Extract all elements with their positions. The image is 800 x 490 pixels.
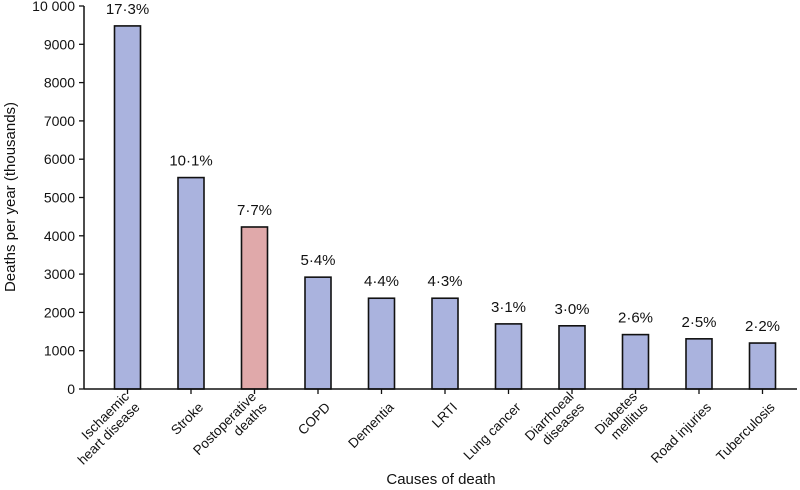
data-label: 2·5% — [681, 314, 716, 331]
bar — [113, 25, 142, 390]
data-label: 4·4% — [364, 273, 399, 290]
y-tick-label: 3000 — [44, 266, 75, 282]
y-tick-label: 0 — [67, 381, 75, 397]
x-tick-label: Dementia — [345, 399, 397, 451]
bar — [685, 338, 713, 390]
data-label: 5·4% — [300, 252, 335, 269]
x-axis: Ischaemicheart disease StrokePostoperativ… — [64, 388, 797, 469]
bar — [431, 297, 459, 390]
data-label: 10·1% — [169, 153, 212, 170]
data-label: 7·7% — [237, 202, 272, 219]
bar — [494, 323, 523, 390]
bar — [240, 226, 269, 390]
x-tick-label: Road injuries — [648, 399, 714, 465]
data-label: 2·2% — [745, 318, 780, 335]
y-tick-label: 8000 — [44, 75, 75, 91]
bar — [558, 325, 586, 390]
y-tick-label: 1000 — [44, 343, 75, 359]
x-tick-label: Stroke — [168, 400, 206, 438]
data-label: 3·1% — [491, 299, 526, 316]
x-tick-label: Lung cancer — [461, 399, 525, 463]
x-tick-label: Diabetesmellitus — [592, 389, 651, 448]
bar — [748, 342, 777, 390]
x-tick-label: Tuberculosis — [713, 399, 778, 464]
bar — [304, 276, 332, 390]
x-tick-label: Ischaemicheart disease — [64, 389, 143, 468]
y-tick-label: 4000 — [44, 228, 75, 244]
y-tick-label: 7000 — [44, 113, 75, 129]
y-tick-label: 2000 — [44, 304, 75, 320]
bar — [621, 333, 650, 390]
x-axis-title: Causes of death — [386, 471, 495, 488]
y-tick-label: 6000 — [44, 151, 75, 167]
data-label: 4·3% — [427, 273, 462, 290]
data-label: 3·0% — [554, 301, 589, 318]
bars-group: 17·3% 10·1% 7·7% 5·4% 4·4% 4·3% 3·1% 3·0% 2·6% 2·… — [106, 1, 780, 390]
y-axis-title: Deaths per year (thousands) — [2, 102, 19, 292]
y-tick-label: 5000 — [44, 190, 75, 206]
y-axis: 0 1000 2000 3000 4000 5000 6000 7000 8000 9000 10 … — [32, 0, 85, 397]
y-tick-label: 10 000 — [32, 0, 75, 14]
y-tick-label: 9000 — [44, 36, 75, 52]
data-label: 17·3% — [106, 1, 149, 18]
x-tick-label: Postoperativedeaths — [190, 389, 270, 469]
x-tick-label: LRTI — [429, 400, 460, 431]
data-label: 2·6% — [618, 310, 653, 327]
x-tick-label: COPD — [295, 399, 333, 437]
x-tick-label: Diarrhoealdiseases — [522, 389, 587, 454]
bar — [177, 176, 205, 390]
bar — [367, 297, 396, 390]
